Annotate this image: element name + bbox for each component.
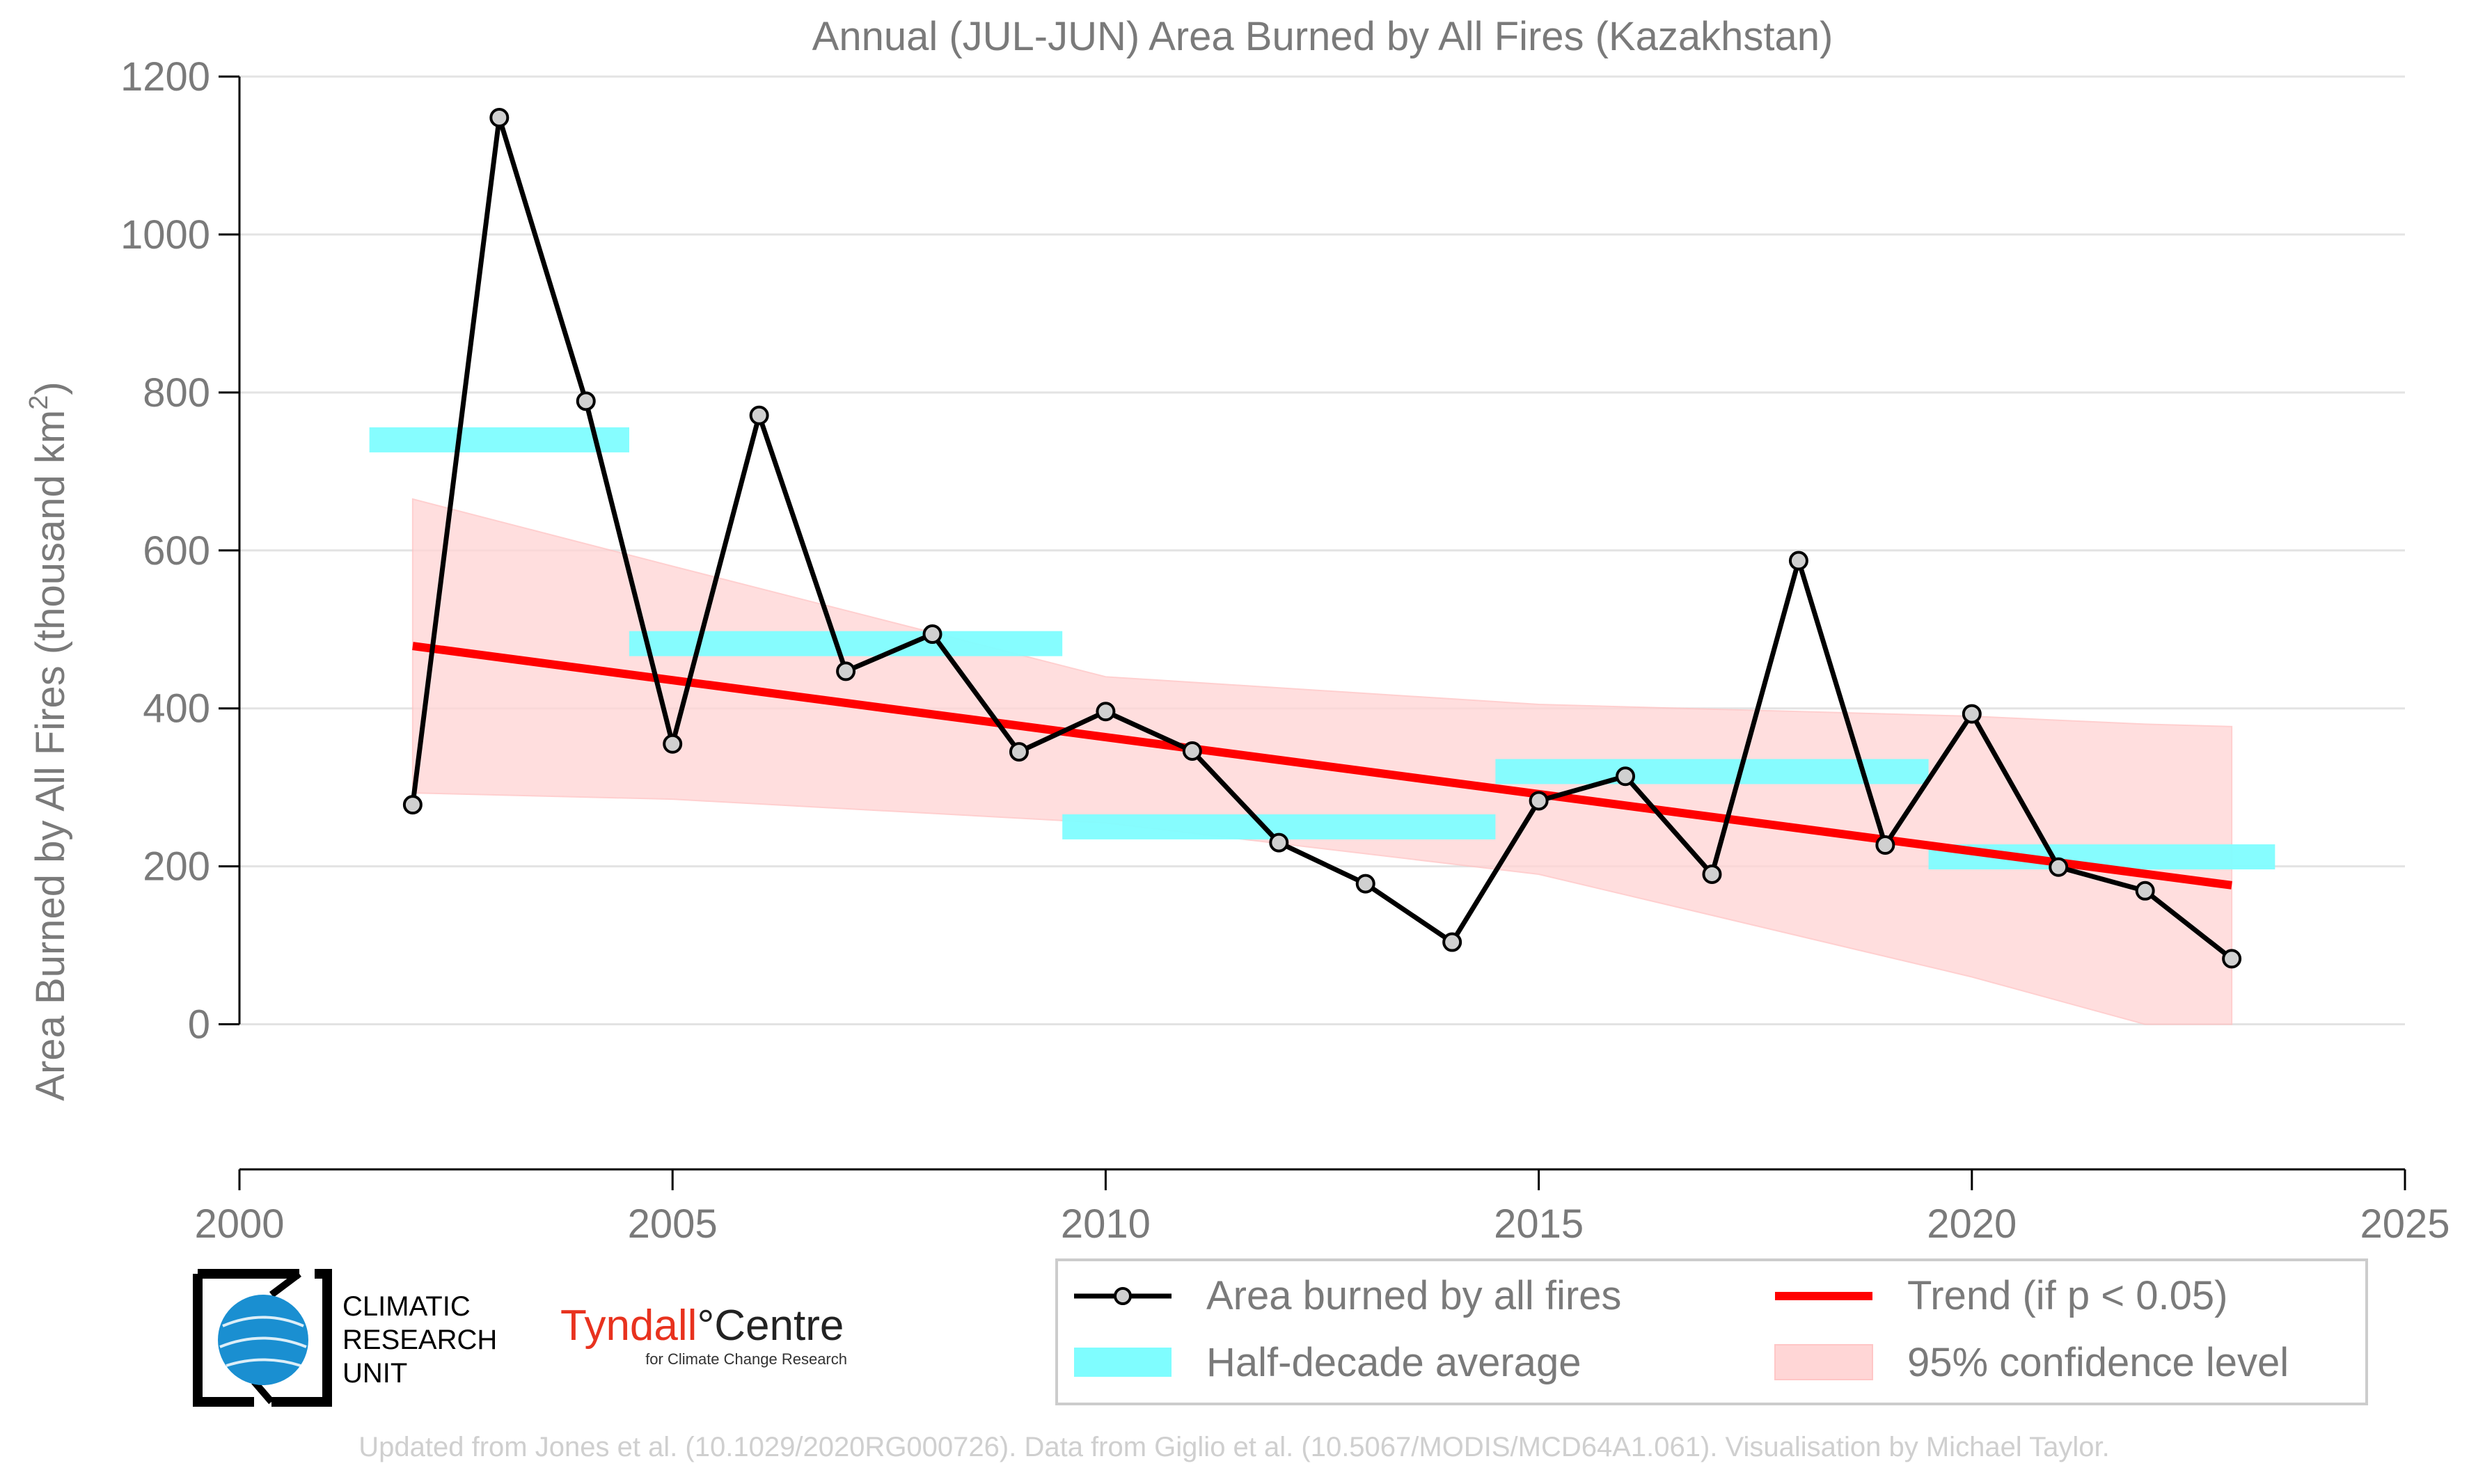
x-tick-label-2025: 2025 <box>2360 1201 2450 1247</box>
data-point-2003 <box>489 108 510 128</box>
legend-frame <box>1055 1258 2368 1405</box>
tyndall-logo-name: Tyndall <box>560 1302 697 1350</box>
data-point-2019 <box>1875 835 1895 855</box>
data-point-2002 <box>402 795 423 815</box>
data-point-2012 <box>1269 832 1289 853</box>
globe-icon <box>218 1295 308 1385</box>
half-decade-bar-0 <box>369 427 629 452</box>
data-point-2010 <box>1096 702 1116 722</box>
data-point-2006 <box>749 405 769 425</box>
tyndall-logo: Tyndall°Centre for Climate Change Resear… <box>560 1302 847 1368</box>
data-point-2017 <box>1702 864 1722 884</box>
legend: Area burned by all fires Half-decade ave… <box>1055 1258 2368 1405</box>
x-tick-label-2010: 2010 <box>1061 1201 1151 1247</box>
trend-line <box>412 642 2232 890</box>
legend-item-confidence: 95% confidence level <box>1774 1340 2289 1385</box>
data-point-2023 <box>2222 949 2242 969</box>
x-tick-label-2020: 2020 <box>1927 1201 2017 1247</box>
series-line <box>410 115 2234 961</box>
y-tick-label-1200: 1200 <box>120 54 210 100</box>
cru-logo-line3: UNIT <box>342 1358 407 1389</box>
half-decade-bar-3 <box>1495 759 1929 784</box>
data-point-2015 <box>1529 791 1549 811</box>
cru-logo: CLIMATIC RESEARCH UNIT <box>193 1269 497 1407</box>
y-tick-label-1000: 1000 <box>120 212 210 258</box>
axes: 0 200 400 600 800 1000 1200 2000 2005 2010 2015 202… <box>120 54 2450 1247</box>
x-tick-label-2015: 2015 <box>1494 1201 1584 1247</box>
y-tick-label-600: 600 <box>143 528 210 574</box>
data-point-2013 <box>1355 874 1375 894</box>
y-axis-label-end: ) <box>28 381 73 395</box>
y-tick-label-200: 200 <box>143 844 210 890</box>
legend-label-half-decade: Half-decade average <box>1206 1340 1581 1385</box>
data-point-2016 <box>1616 766 1636 787</box>
y-tick-label-800: 800 <box>143 370 210 416</box>
data-point-2018 <box>1788 551 1808 571</box>
tyndall-logo-centre: °Centre <box>697 1302 844 1350</box>
x-tick-label-2000: 2000 <box>194 1201 284 1247</box>
legend-label-area-burned: Area burned by all fires <box>1206 1273 1621 1318</box>
data-point-2022 <box>2135 881 2155 901</box>
legend-label-confidence: 95% confidence level <box>1907 1340 2289 1385</box>
trend-line-path <box>412 642 2232 890</box>
legend-label-trend: Trend (if p < 0.05) <box>1907 1273 2227 1318</box>
data-point-2021 <box>2049 857 2069 877</box>
data-point-2009 <box>1009 742 1029 762</box>
data-point-2008 <box>922 624 942 645</box>
y-axis-label-superscript: 2 <box>24 395 54 410</box>
legend-item-trend: Trend (if p < 0.05) <box>1775 1273 2227 1318</box>
svg-text:Tyndall°Centre: Tyndall°Centre <box>560 1302 844 1350</box>
y-axis-label-main: Area Burned by All Fires (thousand km <box>28 410 73 1101</box>
tyndall-logo-subtitle: for Climate Change Research <box>645 1350 847 1368</box>
legend-item-half-decade: Half-decade average <box>1074 1340 1581 1385</box>
data-point-2007 <box>836 661 856 681</box>
cru-logo-line1: CLIMATIC <box>342 1291 471 1322</box>
y-tick-label-400: 400 <box>143 686 210 732</box>
cru-logo-line2: RESEARCH <box>342 1325 497 1355</box>
series-area-burned <box>402 108 2242 969</box>
data-point-2020 <box>1962 704 1982 724</box>
data-point-2011 <box>1182 741 1202 761</box>
data-point-2004 <box>576 391 596 411</box>
y-tick-label-0: 0 <box>188 1002 210 1048</box>
y-axis-label: Area Burned by All Fires (thousand km2) <box>24 381 73 1100</box>
legend-item-area-burned: Area burned by all fires <box>1074 1273 1621 1318</box>
data-point-2014 <box>1442 932 1462 952</box>
data-point-2005 <box>663 734 683 754</box>
credit-line: Updated from Jones et al. (10.1029/2020R… <box>358 1432 2109 1462</box>
x-tick-label-2005: 2005 <box>628 1201 718 1247</box>
chart-title: Annual (JUL-JUN) Area Burned by All Fire… <box>812 14 1833 59</box>
